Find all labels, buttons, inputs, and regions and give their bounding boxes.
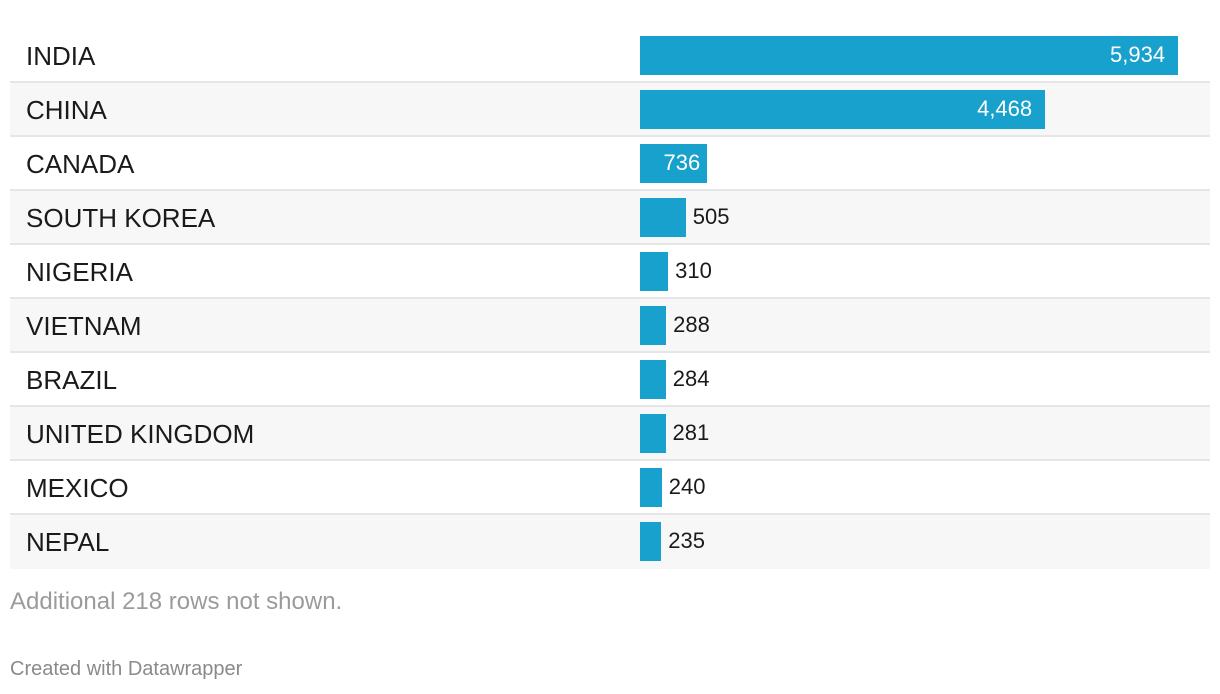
table-row: INDIA 5,934 [10, 29, 1210, 83]
row-label: CHINA [26, 95, 107, 125]
bar [640, 522, 662, 561]
bar [640, 414, 666, 453]
row-label: UNITED KINGDOM [26, 419, 255, 449]
credit-link[interactable]: Created with Datawrapper [10, 658, 243, 680]
bar-value-label: 5,934 [1110, 42, 1166, 67]
table-row: NEPAL 235 [10, 515, 1210, 569]
bar-value-label: 288 [673, 312, 710, 337]
row-label: SOUTH KOREA [26, 203, 216, 233]
row-label: NEPAL [26, 527, 110, 557]
bar [640, 306, 667, 345]
row-label: CANADA [26, 149, 135, 179]
bar [640, 252, 669, 291]
bar-value-label: 281 [672, 420, 710, 445]
table-row: MEXICO 240 [10, 461, 1210, 515]
table-row: VIETNAM 288 [10, 299, 1210, 353]
row-label: MEXICO [26, 473, 129, 503]
bar-value-label: 284 [672, 366, 710, 391]
bar-value-label: 240 [668, 474, 706, 499]
table-row: CHINA 4,468 [10, 83, 1210, 137]
table-notes: Additional 218 rows not shown. [10, 588, 343, 615]
bar [640, 36, 1178, 75]
bar [640, 198, 686, 237]
bar-value-label: 505 [692, 204, 730, 229]
bar-table: INDIA 5,934 CHINA 4,468 CANADA 736 SOUTH KOREA… [10, 29, 1210, 569]
row-label: VIETNAM [26, 311, 142, 341]
table-row: SOUTH KOREA 505 [10, 191, 1210, 245]
bar [640, 144, 707, 183]
row-label: NIGERIA [26, 257, 133, 287]
table-row: BRAZIL 284 [10, 353, 1210, 407]
bar-value-label: 235 [668, 528, 706, 553]
bar-value-label: 736 [663, 150, 701, 175]
bar-value-label: 4,468 [977, 96, 1033, 121]
bar-value-label: 310 [675, 258, 712, 283]
bar [640, 468, 662, 507]
table-row: NIGERIA 310 [10, 245, 1210, 299]
row-label: INDIA [26, 41, 96, 71]
row-label: BRAZIL [26, 365, 118, 395]
bar [640, 360, 666, 399]
bar [640, 90, 1046, 129]
table-row: CANADA 736 [10, 137, 1210, 191]
table-row: UNITED KINGDOM 281 [10, 407, 1210, 461]
